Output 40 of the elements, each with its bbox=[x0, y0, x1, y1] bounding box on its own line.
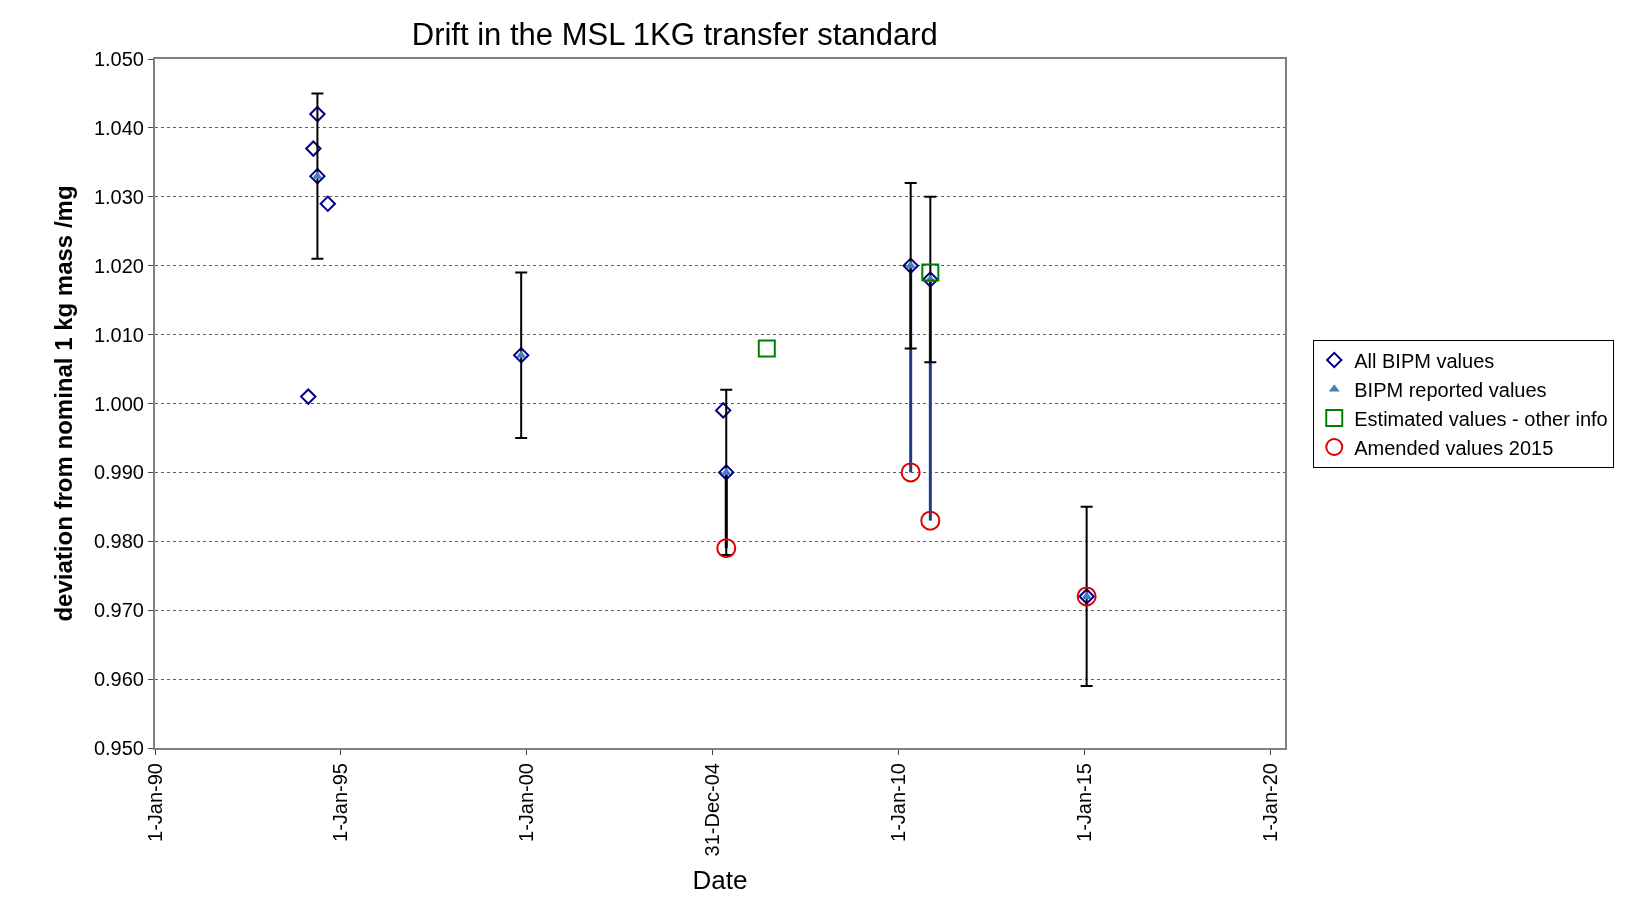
y-tick-label: 0.990 bbox=[93, 461, 144, 484]
y-tick-label: 0.970 bbox=[93, 599, 144, 622]
point bbox=[900, 462, 921, 483]
legend-label: Amended values 2015 bbox=[1354, 436, 1554, 459]
x-tick-label: 1-Jan-90 bbox=[143, 763, 166, 842]
legend-label: Estimated values - other info bbox=[1354, 407, 1608, 430]
y-tick-label: 0.960 bbox=[93, 668, 144, 691]
point bbox=[309, 167, 326, 185]
y-tick-label: 1.000 bbox=[93, 392, 144, 415]
point bbox=[757, 339, 776, 358]
point bbox=[309, 105, 326, 123]
x-axis-title: Date bbox=[692, 864, 748, 895]
x-tick-label: 31-Dec-04 bbox=[701, 763, 724, 857]
x-tick-label: 1-Jan-20 bbox=[1259, 763, 1282, 842]
legend-label: BIPM reported values bbox=[1354, 378, 1547, 401]
point bbox=[922, 271, 939, 288]
y-tick-label: 1.030 bbox=[93, 185, 144, 208]
y-tick-label: 0.950 bbox=[93, 737, 144, 759]
point bbox=[902, 257, 919, 274]
chart-title: Drift in the MSL 1KG transfer standard bbox=[411, 16, 938, 52]
point bbox=[718, 464, 735, 481]
x-tick-label: 1-Jan-15 bbox=[1073, 763, 1096, 842]
point bbox=[920, 510, 941, 531]
legend-label: All BIPM values bbox=[1354, 349, 1495, 372]
y-tick-label: 1.020 bbox=[93, 254, 144, 277]
point bbox=[715, 402, 732, 419]
y-tick-label: 0.980 bbox=[93, 530, 144, 553]
point bbox=[300, 388, 317, 405]
point bbox=[921, 263, 940, 282]
x-tick-label: 1-Jan-95 bbox=[329, 763, 352, 842]
x-tick-label: 1-Jan-00 bbox=[515, 763, 538, 842]
point bbox=[513, 347, 530, 364]
point bbox=[305, 140, 322, 157]
x-tick-label: 1-Jan-10 bbox=[887, 763, 910, 842]
y-tick-label: 1.050 bbox=[93, 48, 144, 70]
y-tick-label: 1.010 bbox=[93, 323, 144, 346]
point bbox=[716, 538, 737, 559]
y-axis-title: deviation from nominal 1 kg mass /mg bbox=[49, 185, 77, 622]
point bbox=[319, 195, 336, 212]
y-tick-label: 1.040 bbox=[93, 116, 144, 139]
